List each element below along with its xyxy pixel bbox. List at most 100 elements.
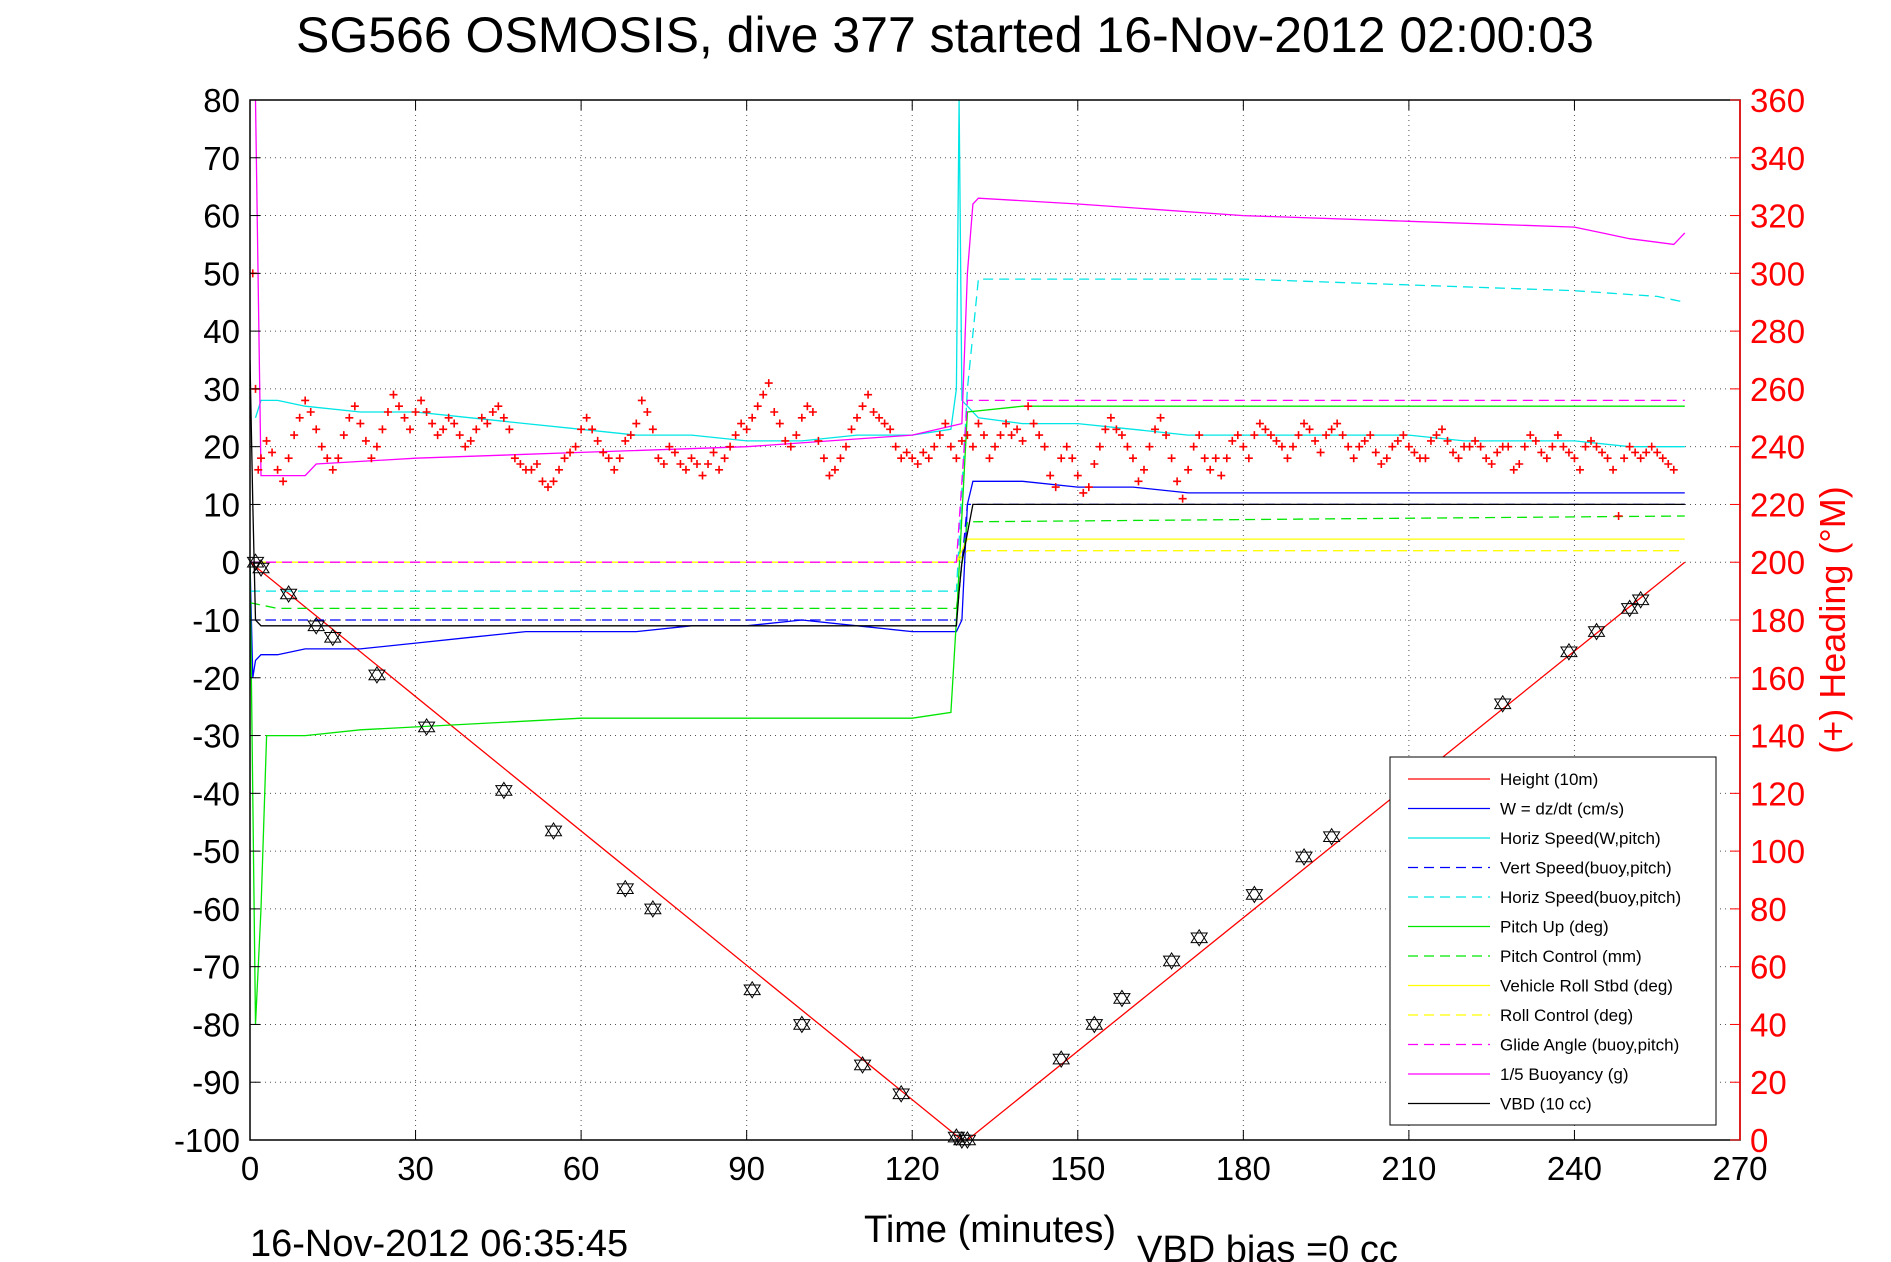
heading-point bbox=[924, 454, 933, 463]
y-tick-label: -10 bbox=[192, 602, 240, 639]
right-tick-label: 60 bbox=[1750, 949, 1787, 986]
heading-point bbox=[1266, 431, 1275, 440]
heading-point bbox=[808, 408, 817, 416]
heading-point bbox=[869, 408, 878, 416]
right-tick-label: 40 bbox=[1750, 1006, 1787, 1043]
right-tick-label: 160 bbox=[1750, 660, 1805, 697]
heading-point bbox=[792, 431, 801, 440]
heading-point bbox=[1024, 402, 1033, 411]
y-tick-label: -40 bbox=[192, 775, 240, 812]
heading-point bbox=[908, 454, 917, 463]
heading-point bbox=[1095, 442, 1104, 451]
heading-point bbox=[814, 436, 823, 445]
heading-point bbox=[1366, 431, 1375, 440]
heading-point bbox=[334, 454, 343, 463]
heading-point bbox=[1421, 454, 1430, 463]
heading-point bbox=[1382, 454, 1391, 463]
heading-point bbox=[670, 448, 679, 457]
y-tick-label: 30 bbox=[203, 371, 240, 408]
heading-point bbox=[350, 402, 359, 411]
right-tick-label: 100 bbox=[1750, 833, 1805, 870]
heading-point bbox=[301, 396, 310, 405]
heading-point bbox=[693, 460, 701, 468]
heading-point bbox=[615, 454, 624, 463]
height-marker bbox=[323, 628, 342, 647]
legend-label: 1/5 Buoyancy (g) bbox=[1500, 1065, 1629, 1084]
y-tick-label: 20 bbox=[203, 429, 240, 466]
heading-point bbox=[643, 408, 652, 416]
heading-point bbox=[406, 425, 415, 434]
series-line-9 bbox=[250, 550, 1685, 563]
heading-point bbox=[1371, 448, 1380, 457]
heading-point bbox=[494, 402, 503, 411]
x-tick-label: 120 bbox=[885, 1150, 940, 1187]
axis-ticks: 0 30 60 90 120 150 180 210 240 270 80 70 60 50 40 30 20 1… bbox=[174, 82, 1805, 1187]
heading-point bbox=[659, 460, 668, 468]
heading-point bbox=[1178, 494, 1187, 503]
heading-point bbox=[1162, 431, 1171, 440]
heading-point bbox=[1664, 460, 1673, 468]
heading-point bbox=[549, 477, 558, 486]
height-marker bbox=[307, 616, 326, 635]
heading-point bbox=[1261, 425, 1270, 434]
right-tick-label: 20 bbox=[1750, 1064, 1787, 1101]
series-line-2 bbox=[250, 480, 1685, 678]
y-tick-label: 80 bbox=[203, 82, 240, 119]
heading-point bbox=[1388, 442, 1397, 451]
heading-point bbox=[991, 442, 999, 451]
right-tick-label: 360 bbox=[1750, 82, 1805, 119]
heading-point bbox=[654, 454, 663, 463]
heading-point bbox=[886, 425, 895, 434]
heading-point bbox=[737, 419, 746, 428]
height-marker bbox=[743, 980, 762, 999]
heading-point bbox=[1206, 465, 1215, 474]
heading-point bbox=[1592, 442, 1601, 451]
y-tick-label: 0 bbox=[222, 544, 240, 581]
heading-point bbox=[1277, 442, 1286, 451]
heading-point bbox=[1625, 442, 1634, 451]
heading-point bbox=[946, 442, 955, 451]
heading-point bbox=[560, 454, 569, 463]
heading-point bbox=[1239, 442, 1248, 451]
x-tick-label: 60 bbox=[563, 1150, 600, 1187]
heading-point bbox=[1195, 431, 1204, 440]
heading-point bbox=[400, 413, 409, 422]
x-tick-label: 240 bbox=[1547, 1150, 1602, 1187]
heading-point bbox=[455, 431, 464, 440]
heading-point bbox=[825, 471, 834, 480]
heading-point bbox=[1013, 425, 1022, 434]
heading-point bbox=[847, 425, 856, 434]
heading-point bbox=[830, 465, 839, 474]
heading-point bbox=[968, 442, 977, 451]
height-marker bbox=[1245, 885, 1264, 904]
series-line-7 bbox=[250, 515, 1685, 610]
heading-point bbox=[1073, 471, 1082, 480]
heading-point bbox=[1393, 436, 1402, 445]
heading-point bbox=[1344, 442, 1353, 451]
heading-point bbox=[819, 454, 828, 463]
y-tick-label: -90 bbox=[192, 1064, 240, 1101]
x-tick-label: 180 bbox=[1216, 1150, 1271, 1187]
heading-point bbox=[510, 454, 519, 463]
heading-point bbox=[963, 431, 972, 440]
heading-point bbox=[1173, 477, 1182, 486]
heading-point bbox=[1035, 431, 1044, 440]
heading-point bbox=[1250, 431, 1259, 440]
heading-point bbox=[273, 465, 282, 474]
heading-point bbox=[1553, 431, 1562, 440]
heading-point bbox=[1333, 419, 1342, 428]
y-tick-label: -100 bbox=[174, 1122, 240, 1159]
heading-point bbox=[753, 402, 762, 411]
heading-point bbox=[544, 483, 552, 492]
heading-point bbox=[1338, 431, 1347, 440]
heading-point bbox=[1327, 425, 1336, 434]
heading-markers bbox=[250, 269, 1678, 520]
heading-point bbox=[1581, 442, 1590, 451]
heading-point bbox=[444, 413, 453, 422]
heading-point bbox=[709, 448, 718, 457]
legend: Height (10m) W = dz/dt (cm/s) Horiz Speed(… bbox=[1389, 756, 1717, 1126]
height-marker bbox=[1631, 590, 1650, 609]
heading-point bbox=[1493, 448, 1502, 457]
height-marker bbox=[1560, 642, 1578, 661]
